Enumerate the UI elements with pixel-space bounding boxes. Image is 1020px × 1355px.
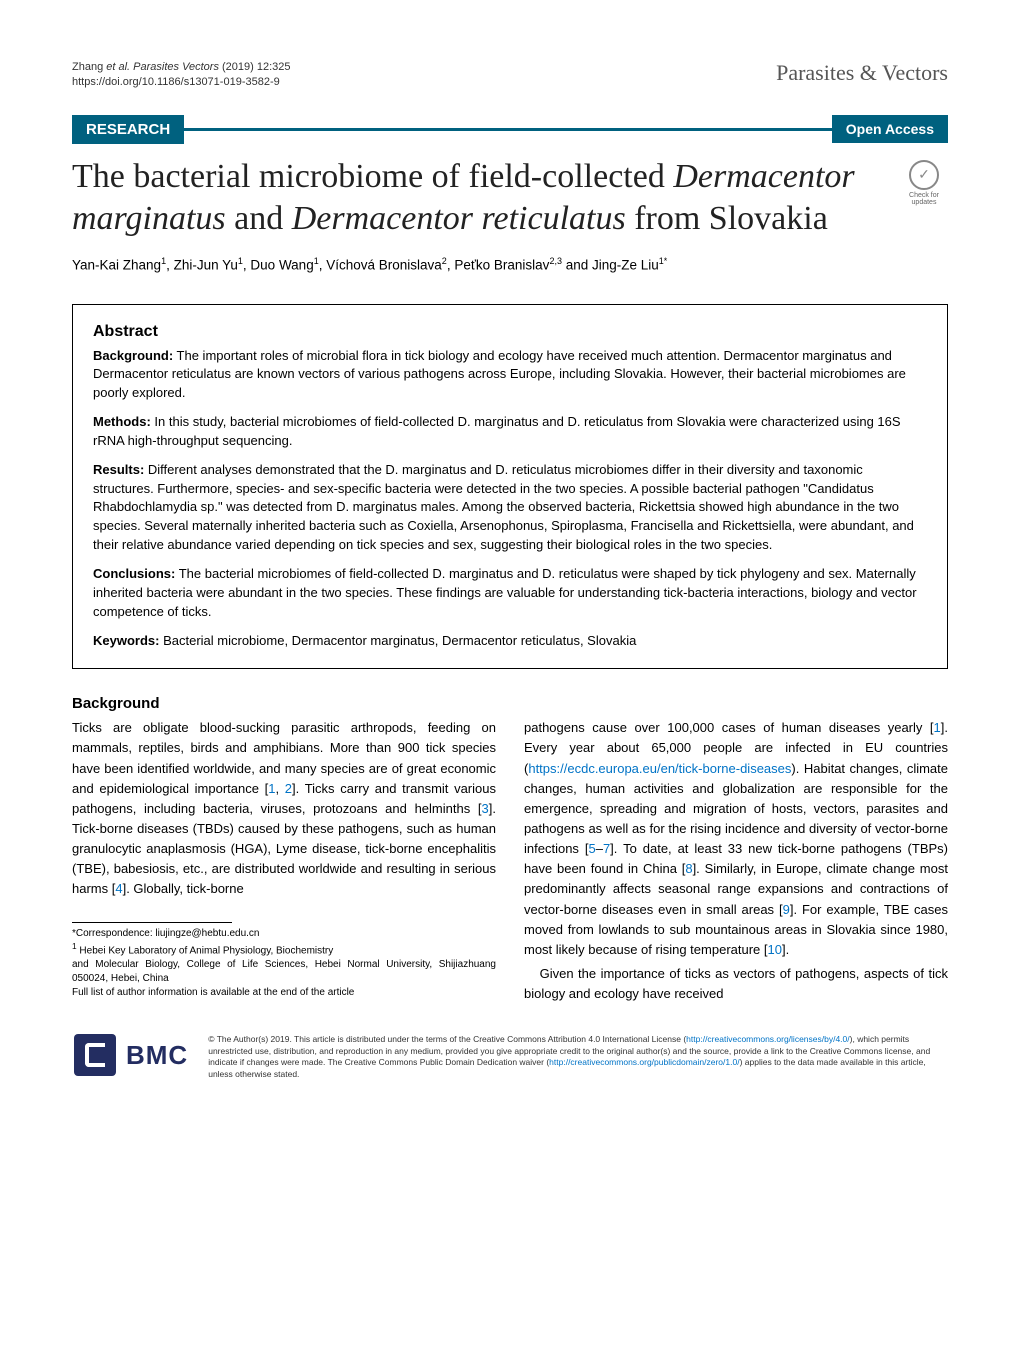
license-text: © The Author(s) 2019. This article is di… <box>208 1034 946 1080</box>
footnote-rule <box>72 922 232 923</box>
ref-link[interactable]: 8 <box>685 861 692 876</box>
page-footer: BMC © The Author(s) 2019. This article i… <box>72 1034 948 1080</box>
article-title: The bacterial microbiome of field-collec… <box>72 156 892 241</box>
author-list: Yan-Kai Zhang1, Zhi-Jun Yu1, Duo Wang1, … <box>72 255 948 276</box>
banner-line <box>184 128 832 131</box>
external-link[interactable]: https://ecdc.europa.eu/en/tick-borne-dis… <box>528 761 791 776</box>
citation: Zhang et al. Parasites Vectors (2019) 12… <box>72 60 291 91</box>
journal-name: Parasites & Vectors <box>776 60 948 86</box>
bmc-logo: BMC <box>74 1034 188 1076</box>
ref-link[interactable]: 3 <box>482 801 489 816</box>
ref-link[interactable]: 1 <box>268 781 275 796</box>
research-badge: RESEARCH <box>72 115 184 144</box>
abstract-methods: Methods: In this study, bacterial microb… <box>93 413 927 451</box>
ref-link[interactable]: 9 <box>783 902 790 917</box>
ref-link[interactable]: 1 <box>934 720 941 735</box>
abstract-keywords: Keywords: Bacterial microbiome, Dermacen… <box>93 632 927 651</box>
bmc-mark-icon <box>74 1034 116 1076</box>
crossmark-label: Check for updates <box>900 192 948 207</box>
article-type-banner: RESEARCH Open Access <box>72 115 948 144</box>
ref-link[interactable]: 10 <box>768 942 782 957</box>
ref-link[interactable]: 4 <box>115 881 122 896</box>
abstract-conclusions: Conclusions: The bacterial microbiomes o… <box>93 565 927 622</box>
bmc-text: BMC <box>126 1040 188 1071</box>
crossmark-icon: ✓ <box>909 160 939 190</box>
body-columns: Ticks are obligate blood-sucking parasit… <box>72 718 948 1004</box>
abstract-heading: Abstract <box>93 323 927 341</box>
ref-link[interactable]: 5 <box>588 841 595 856</box>
license-link[interactable]: http://creativecommons.org/publicdomain/… <box>549 1057 739 1067</box>
citation-authors: Zhang <box>72 61 106 73</box>
left-column: Ticks are obligate blood-sucking parasit… <box>72 718 496 1004</box>
body-para-right-1: pathogens cause over 100,000 cases of hu… <box>524 718 948 960</box>
abstract-box: Abstract Background: The important roles… <box>72 304 948 670</box>
citation-journal-short: et al. Parasites Vectors <box>106 61 219 73</box>
body-para-left: Ticks are obligate blood-sucking parasit… <box>72 718 496 899</box>
open-access-badge: Open Access <box>832 115 948 143</box>
ref-link[interactable]: 2 <box>285 781 292 796</box>
citation-issue: (2019) 12:325 <box>219 61 291 73</box>
abstract-background: Background: The important roles of micro… <box>93 347 927 404</box>
crossmark-button[interactable]: ✓ Check for updates <box>900 160 948 207</box>
citation-doi: https://doi.org/10.1186/s13071-019-3582-… <box>72 76 280 88</box>
body-para-right-2: Given the importance of ticks as vectors… <box>524 964 948 1004</box>
background-heading: Background <box>72 695 948 712</box>
abstract-results: Results: Different analyses demonstrated… <box>93 461 927 555</box>
correspondence-footnote: *Correspondence: liujingze@hebtu.edu.cn … <box>72 927 496 1000</box>
license-link[interactable]: http://creativecommons.org/licenses/by/4… <box>686 1034 849 1044</box>
right-column: pathogens cause over 100,000 cases of hu… <box>524 718 948 1004</box>
